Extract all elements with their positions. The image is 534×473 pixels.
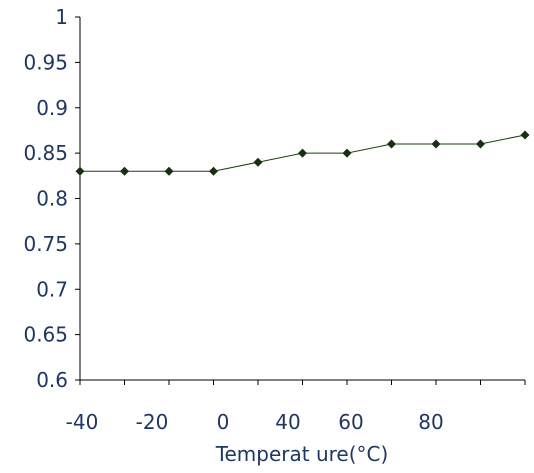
x-tick-label: 0 <box>217 410 230 434</box>
data-point-marker <box>75 166 85 176</box>
data-point-marker <box>476 139 485 149</box>
x-axis-title: Temperat ure(°C) <box>215 442 389 466</box>
data-point-marker <box>431 139 441 149</box>
y-tick-label: 0.75 <box>23 232 68 256</box>
x-tick-label: -20 <box>136 410 169 434</box>
plot-area <box>75 130 530 176</box>
y-tick-label: 1 <box>55 5 68 29</box>
data-point-marker <box>253 157 263 167</box>
y-tick-label: 0.85 <box>23 141 68 165</box>
y-tick-label: 0.8 <box>36 187 68 211</box>
x-tick-label: 60 <box>338 410 363 434</box>
x-tick-label: 80 <box>418 410 443 434</box>
data-point-marker <box>164 166 174 176</box>
x-axis: -40 -20 0 40 60 80 <box>66 379 526 434</box>
x-tick-label: 40 <box>275 410 300 434</box>
data-point-marker <box>520 130 530 140</box>
y-tick-label: 0.95 <box>23 50 68 74</box>
data-point-marker <box>342 148 352 158</box>
y-tick-label: 0.9 <box>36 96 68 120</box>
x-tick-label: -40 <box>66 410 99 434</box>
y-tick-label: 0.7 <box>36 277 68 301</box>
data-point-marker <box>120 166 129 176</box>
data-point-marker <box>387 139 396 149</box>
y-tick-label: 0.6 <box>36 368 68 392</box>
y-tick-label: 0.65 <box>23 323 68 347</box>
data-point-marker <box>298 148 307 158</box>
y-axis: 0.6 0.65 0.7 0.75 0.8 0.85 0.9 0.95 1 <box>23 5 81 392</box>
data-point-marker <box>209 166 218 176</box>
